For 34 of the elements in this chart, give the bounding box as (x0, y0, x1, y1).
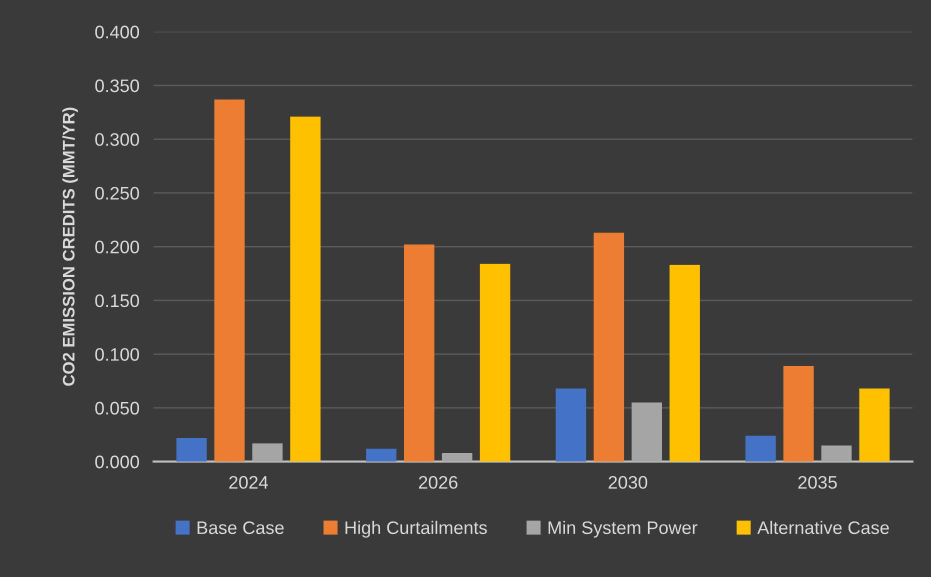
bar (745, 436, 776, 462)
bar (783, 366, 814, 462)
bar (480, 264, 510, 462)
legend-label: High Curtailments (346, 520, 487, 538)
bar (252, 443, 283, 462)
y-tick-label: 0.200 (95, 240, 140, 254)
y-tick-label: 0.050 (95, 402, 140, 415)
bar (594, 232, 624, 462)
x-tick-label: 2035 (798, 476, 837, 489)
bar (632, 402, 662, 462)
x-tick-label: 2026 (418, 476, 458, 489)
y-axis-title: CO2 EMISSION CREDITS (MMT/YR) (62, 108, 78, 386)
x-tick-label: 2030 (608, 476, 648, 489)
bar (366, 448, 396, 462)
legend-label: Min System Power (548, 520, 698, 538)
y-tick-label: 0.150 (95, 294, 140, 308)
bar (214, 99, 245, 462)
bar (176, 438, 207, 462)
legend-label: Alternative Case (757, 520, 889, 534)
bar (556, 388, 586, 462)
bar (859, 388, 890, 462)
bar (821, 445, 852, 462)
x-tick-label: 2024 (229, 476, 268, 489)
legend-label: Base Case (198, 521, 284, 534)
bar (670, 264, 700, 462)
bar (404, 244, 434, 462)
y-tick-label: 0.300 (95, 133, 140, 146)
y-tick-label: 0.000 (95, 456, 140, 468)
bar (290, 116, 321, 462)
y-tick-label: 0.250 (95, 186, 140, 200)
y-tick-label: 0.350 (95, 79, 140, 92)
bar (442, 453, 472, 462)
y-tick-label: 0.400 (95, 26, 140, 38)
y-tick-label: 0.100 (95, 348, 140, 361)
